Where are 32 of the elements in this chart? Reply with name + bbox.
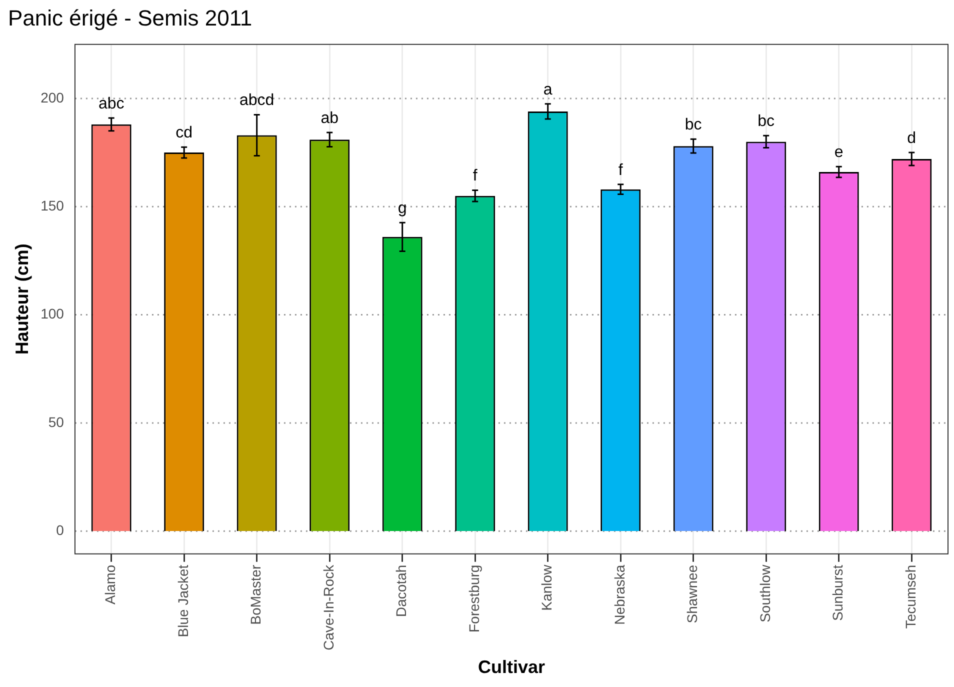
x-tick-label: Cave-In-Rock — [320, 564, 336, 650]
x-tick-label: Forestburg — [466, 564, 482, 633]
x-tick-label: Sunburst — [830, 564, 846, 621]
annotation: bc — [684, 116, 702, 134]
annotation: abcd — [239, 92, 274, 110]
x-tick-label: Southlow — [756, 564, 773, 622]
annotation: a — [543, 81, 552, 98]
annotation: g — [398, 200, 407, 218]
y-tick-label: 0 — [56, 522, 64, 538]
chart-title: Panic érigé - Semis 2011 — [8, 5, 252, 30]
x-tick-label: Dacotah — [393, 564, 410, 617]
y-tick-label: 200 — [40, 89, 64, 106]
x-tick-label: Blue Jacket — [174, 564, 191, 638]
x-tick-label: Shawnee — [684, 564, 700, 624]
annotation: ab — [320, 110, 339, 127]
annotation: cd — [176, 124, 193, 142]
annotation: f — [618, 162, 624, 179]
x-axis-title: Cultivar — [478, 657, 545, 678]
annotation: e — [834, 144, 844, 162]
x-tick-label: Alamo — [102, 564, 118, 605]
x-tick-label: Kanlow — [538, 564, 555, 611]
x-tick-label: Nebraska — [611, 564, 628, 625]
x-tick-label: BoMaster — [248, 564, 264, 625]
y-tick-label: 50 — [48, 414, 64, 430]
annotation: d — [907, 130, 916, 147]
y-tick-label: 150 — [40, 197, 64, 214]
annotation: abc — [98, 95, 124, 112]
x-tick-label: Tecumseh — [902, 564, 918, 629]
annotation: f — [472, 168, 478, 185]
y-axis-title: Hauteur (cm) — [12, 244, 32, 355]
y-tick-label: 100 — [40, 306, 64, 322]
annotation: bc — [758, 113, 775, 130]
